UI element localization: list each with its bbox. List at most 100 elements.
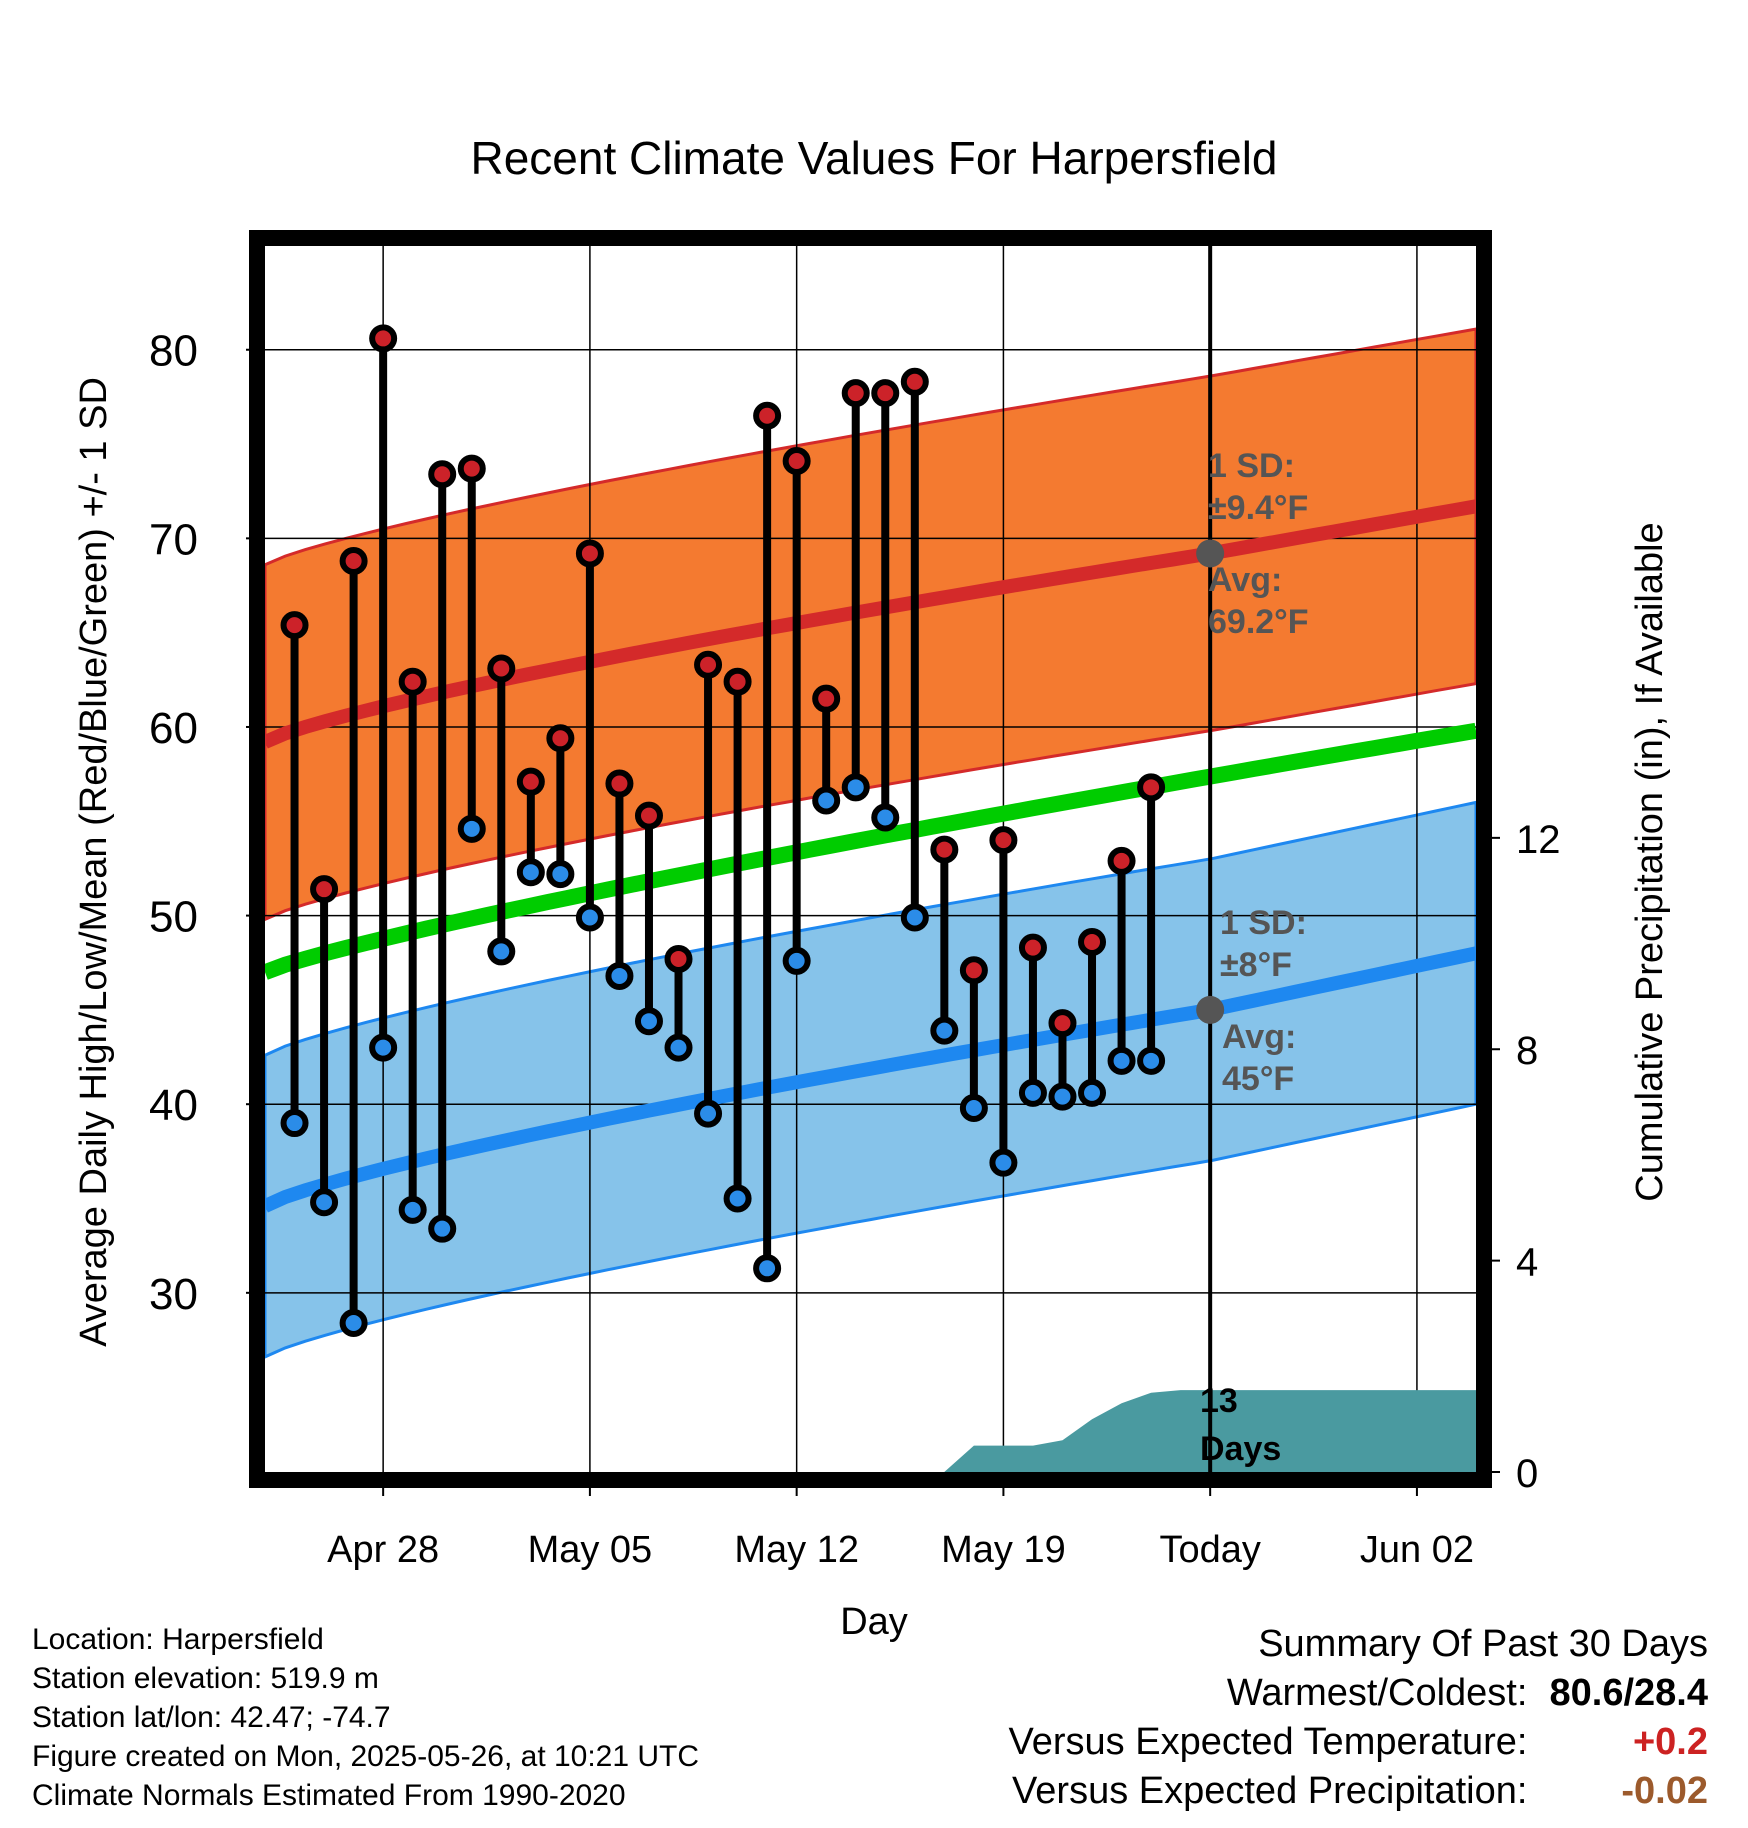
daily-low-point <box>457 814 486 843</box>
daily-low-point <box>694 1099 723 1128</box>
temp-value: +0.2 <box>1632 1721 1708 1763</box>
daily-low-point <box>1048 1082 1077 1111</box>
right-tick-label: 4 <box>1516 1241 1538 1285</box>
high-avg-value: 69.2°F <box>1208 603 1309 641</box>
normals-text: Climate Normals Estimated From 1990-2020 <box>32 1779 626 1812</box>
precip-days-number: 13 <box>1200 1382 1238 1420</box>
avg-low-line <box>262 946 1478 1213</box>
daily-high-point <box>310 875 339 904</box>
x-tick-label: Jun 02 <box>1360 1529 1474 1571</box>
daily-high-point <box>664 944 693 973</box>
latlon-text: Station lat/lon: 42.47; -74.7 <box>32 1701 391 1734</box>
daily-low-point <box>310 1188 339 1217</box>
summary-temp: Versus Expected Temperature: +0.2 <box>1009 1718 1708 1767</box>
daily-high-point <box>1078 927 1107 956</box>
daily-low-point <box>930 1016 959 1045</box>
daily-high-point <box>428 460 457 489</box>
daily-low-point <box>900 903 929 932</box>
summary-panel: Summary Of Past 30 Days Warmest/Coldest:… <box>1009 1620 1708 1816</box>
low-sd-band <box>263 800 1478 1360</box>
location-text: Location: Harpersfield <box>32 1623 324 1656</box>
daily-low-point <box>1107 1046 1136 1075</box>
daily-low-point <box>487 937 516 966</box>
high-sd-label: 1 SD: <box>1208 447 1295 485</box>
daily-high-point <box>280 611 309 640</box>
daily-low-point <box>428 1214 457 1243</box>
daily-high-point <box>1137 773 1166 802</box>
daily-high-point <box>1048 1009 1077 1038</box>
daily-high-point <box>959 956 988 985</box>
precip-value: -0.02 <box>1621 1770 1708 1812</box>
daily-high-point <box>812 684 841 713</box>
daily-low-point <box>546 860 575 889</box>
summary-heading: Summary Of Past 30 Days <box>1258 1623 1708 1665</box>
summary-precip: Versus Expected Precipitation: -0.02 <box>1009 1767 1708 1816</box>
daily-high-point <box>753 401 782 430</box>
plot-area <box>262 246 1478 1472</box>
right-tick-label: 0 <box>1516 1452 1538 1496</box>
daily-low-point <box>753 1254 782 1283</box>
summary-warm-cold: Warmest/Coldest: 80.6/28.4 <box>1009 1669 1708 1718</box>
right-tick-label: 8 <box>1516 1029 1538 1073</box>
left-tick-label: 50 <box>149 893 198 942</box>
high-sd-value: ±9.4°F <box>1208 489 1308 527</box>
left-tick-label: 40 <box>149 1081 198 1130</box>
daily-low-point <box>1018 1078 1047 1107</box>
daily-high-point <box>989 826 1018 855</box>
daily-high-point <box>841 379 870 408</box>
axes: 30 40 50 60 70 80 0 4 8 12 Apr 28 May 05 May 12 May 1… <box>149 230 1561 1571</box>
daily-high-point <box>487 654 516 683</box>
daily-low-point <box>280 1109 309 1138</box>
daily-high-point <box>694 650 723 679</box>
avg-high-line <box>262 499 1478 749</box>
daily-low-point <box>575 903 604 932</box>
daily-low-point <box>1137 1046 1166 1075</box>
daily-low-point <box>812 786 841 815</box>
left-tick-label: 70 <box>149 515 198 564</box>
low-sd-value: ±8°F <box>1220 946 1292 984</box>
today-avg-high-dot <box>1196 539 1225 568</box>
daily-low-point <box>664 1033 693 1062</box>
warm-cold-label: Warmest/Coldest: <box>1226 1672 1528 1714</box>
daily-high-point <box>369 324 398 353</box>
daily-low-point <box>634 1007 663 1036</box>
elevation-text: Station elevation: 519.9 m <box>32 1662 379 1695</box>
daily-low-point <box>871 803 900 832</box>
low-avg-value: 45°F <box>1222 1060 1294 1098</box>
daily-high-point <box>900 367 929 396</box>
x-axis-label: Day <box>840 1601 908 1643</box>
daily-low-point <box>516 858 545 887</box>
daily-high-point <box>546 724 575 753</box>
daily-high-point <box>871 379 900 408</box>
left-tick-label: 80 <box>149 327 198 376</box>
y-axis-label-left: Average Daily High/Low/Mean (Red/Blue/Gr… <box>73 377 115 1347</box>
daily-high-point <box>634 801 663 830</box>
x-tick-label: Apr 28 <box>327 1529 439 1571</box>
daily-high-point <box>516 767 545 796</box>
warm-cold-value: 80.6/28.4 <box>1549 1672 1708 1714</box>
created-text: Figure created on Mon, 2025-05-26, at 10… <box>32 1740 700 1773</box>
x-tick-label: May 12 <box>734 1529 859 1571</box>
daily-high-point <box>930 835 959 864</box>
precip-label: Versus Expected Precipitation: <box>1012 1770 1528 1812</box>
annotations: 1 SD: ±9.4°F Avg: 69.2°F 1 SD: ±8°F Avg:… <box>1200 447 1309 1468</box>
daily-low-point <box>723 1184 752 1213</box>
daily-high-point <box>1018 933 1047 962</box>
daily-high-point <box>457 454 486 483</box>
daily-low-point <box>339 1308 368 1337</box>
daily-high-point <box>1107 846 1136 875</box>
x-tick-label: May 05 <box>528 1529 653 1571</box>
daily-low-point <box>959 1093 988 1122</box>
daily-low-point <box>782 946 811 975</box>
daily-high-point <box>575 539 604 568</box>
high-avg-label: Avg: <box>1208 561 1282 599</box>
left-tick-label: 60 <box>149 704 198 753</box>
temp-label: Versus Expected Temperature: <box>1008 1721 1528 1763</box>
y-axis-label-right: Cumulative Precipitation (in), If Availa… <box>1629 522 1671 1201</box>
low-sd-label: 1 SD: <box>1220 904 1307 942</box>
daily-high-point <box>398 667 427 696</box>
right-tick-label: 12 <box>1516 818 1561 862</box>
daily-high-point <box>723 667 752 696</box>
daily-high-point <box>782 447 811 476</box>
